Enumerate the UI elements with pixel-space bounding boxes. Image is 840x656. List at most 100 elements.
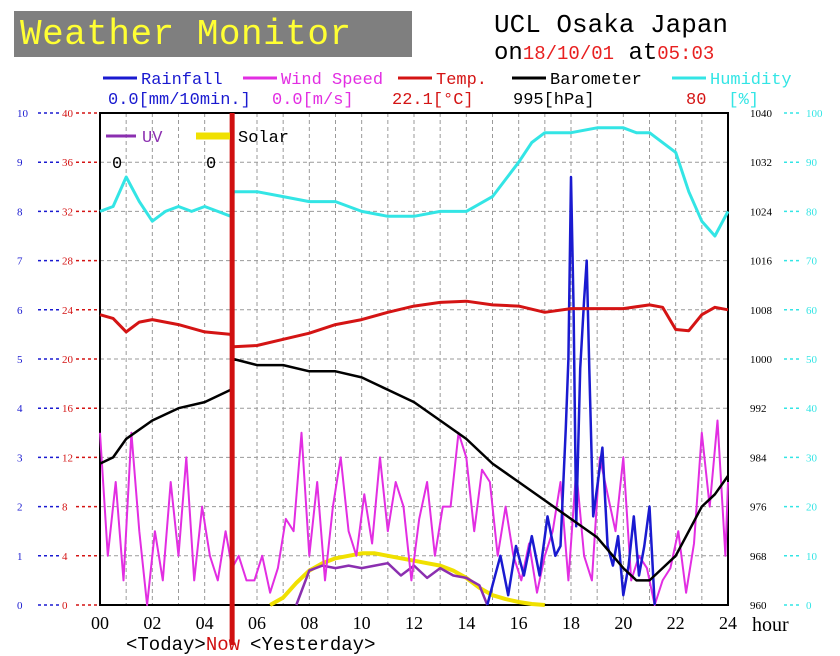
legend-reading-humidity: 80 [%] — [686, 91, 759, 110]
baro-axis-tick: 984 — [750, 452, 767, 464]
baro-axis-tick: 1024 — [750, 206, 773, 218]
hum-axis-tick: 0 — [806, 600, 812, 612]
x-tick-label: 06 — [248, 613, 266, 633]
rain-axis-tick: 6 — [17, 305, 23, 317]
legend-label-uv: UV — [142, 129, 163, 148]
reading-unit: [hPa] — [544, 91, 595, 110]
series-wind-speed — [99, 419, 729, 606]
hum-axis-tick: 70 — [806, 256, 818, 268]
series-solar — [269, 551, 545, 607]
time-value: 05:03 — [657, 43, 715, 65]
reading-value: 22.1 — [392, 91, 433, 110]
x-tick-label: 10 — [353, 613, 371, 633]
hum-axis-tick: 50 — [806, 354, 818, 366]
now-label: Now — [206, 634, 241, 656]
x-tick-label: 24 — [719, 613, 737, 633]
reading-unit: [%] — [728, 91, 759, 110]
at-label: at — [628, 40, 658, 67]
title-banner: Weather Monitor — [14, 11, 412, 57]
date-value: 18/10/01 — [522, 43, 615, 65]
legend-reading-temp: 22.1[°C] — [392, 91, 474, 110]
series-uv — [295, 561, 489, 606]
legend-label-barometer: Barometer — [550, 71, 642, 90]
rain-axis-tick: 10 — [17, 108, 29, 120]
rain-axis-tick: 8 — [17, 206, 23, 218]
x-tick-label: 04 — [196, 613, 214, 633]
baro-axis-tick: 968 — [750, 551, 767, 563]
legend-label-humidity: Humidity — [710, 71, 792, 90]
rain-axis-tick: 9 — [17, 157, 23, 169]
hum-axis-tick: 60 — [806, 305, 818, 317]
baro-axis-tick: 1000 — [750, 354, 773, 366]
temp-axis-tick: 24 — [62, 305, 74, 317]
hum-axis-tick: 40 — [806, 403, 818, 415]
baro-axis-tick: 976 — [750, 502, 767, 514]
yesterday-label: <Yesterday> — [250, 634, 375, 656]
series-barometer — [99, 357, 730, 582]
x-axis-unit: hour — [752, 614, 789, 636]
reading-value: 995 — [513, 91, 544, 110]
hum-axis-tick: 80 — [806, 206, 818, 218]
x-tick-label: 22 — [667, 613, 685, 633]
temp-axis-tick: 0 — [62, 600, 68, 612]
temp-axis-tick: 40 — [62, 108, 74, 120]
baro-axis-tick: 1032 — [750, 157, 772, 169]
reading-value: 0.0 — [108, 91, 139, 110]
temp-axis-tick: 20 — [62, 354, 74, 366]
x-tick-label: 02 — [143, 613, 161, 633]
legend-reading-barometer: 995[hPa] — [513, 91, 595, 110]
legend-label-solar: Solar — [238, 129, 289, 148]
reading-unit: [°C] — [433, 91, 474, 110]
legend-label-temp: Temp. — [436, 71, 487, 90]
rain-axis-tick: 2 — [17, 502, 23, 514]
rain-axis-tick: 0 — [17, 600, 23, 612]
hum-axis-tick: 20 — [806, 502, 818, 514]
legend-reading-solar: 0 — [206, 155, 216, 174]
rain-axis-tick: 1 — [17, 551, 23, 563]
rain-axis-tick: 7 — [17, 256, 23, 268]
temp-axis-tick: 8 — [62, 502, 68, 514]
legend-label-rainfall: Rainfall — [141, 71, 223, 90]
chart-axes: 00 02 04 06 08 10 12 14 16 18 20 22 240 0 960 01 4 968 102… — [17, 108, 823, 656]
hum-axis-tick: 100 — [806, 108, 823, 120]
x-tick-label: 00 — [91, 613, 109, 633]
rain-axis-tick: 5 — [17, 354, 23, 366]
x-tick-label: 18 — [562, 613, 580, 633]
x-tick-label: 12 — [405, 613, 423, 633]
series-temp — [99, 299, 729, 349]
baro-axis-tick: 960 — [750, 600, 767, 612]
temp-axis-tick: 32 — [62, 206, 73, 218]
baro-axis-tick: 1040 — [750, 108, 773, 120]
today-label: <Today> — [126, 634, 206, 656]
rain-axis-tick: 4 — [17, 403, 23, 415]
reading-unit: [m/s] — [303, 91, 354, 110]
chart-series — [99, 113, 730, 645]
x-tick-label: 16 — [510, 613, 528, 633]
x-tick-label: 08 — [300, 613, 318, 633]
hum-axis-tick: 30 — [806, 452, 818, 464]
series-rainfall — [486, 175, 656, 606]
hum-axis-tick: 10 — [806, 551, 818, 563]
page-title: Weather Monitor — [20, 14, 352, 55]
temp-axis-tick: 12 — [62, 452, 73, 464]
reading-unit: [mm/10min.] — [139, 91, 251, 110]
chart-grid — [100, 113, 728, 605]
reading-value: 80 — [686, 91, 706, 110]
x-tick-label: 20 — [614, 613, 632, 633]
baro-axis-tick: 992 — [750, 403, 767, 415]
legend-label-wind-speed: Wind Speed — [281, 71, 383, 90]
reading-value: 0.0 — [272, 91, 303, 110]
temp-axis-tick: 16 — [62, 403, 74, 415]
x-tick-label: 14 — [457, 613, 475, 633]
on-label: on — [494, 40, 523, 67]
timestamp: on18/10/01 at05:03 — [494, 40, 714, 67]
series-humidity — [99, 126, 730, 238]
baro-axis-tick: 1008 — [750, 305, 773, 317]
temp-axis-tick: 36 — [62, 157, 74, 169]
hum-axis-tick: 90 — [806, 157, 818, 169]
rain-axis-tick: 3 — [17, 452, 23, 464]
legend-reading-rainfall: 0.0[mm/10min.] — [108, 91, 251, 110]
temp-axis-tick: 4 — [62, 551, 68, 563]
